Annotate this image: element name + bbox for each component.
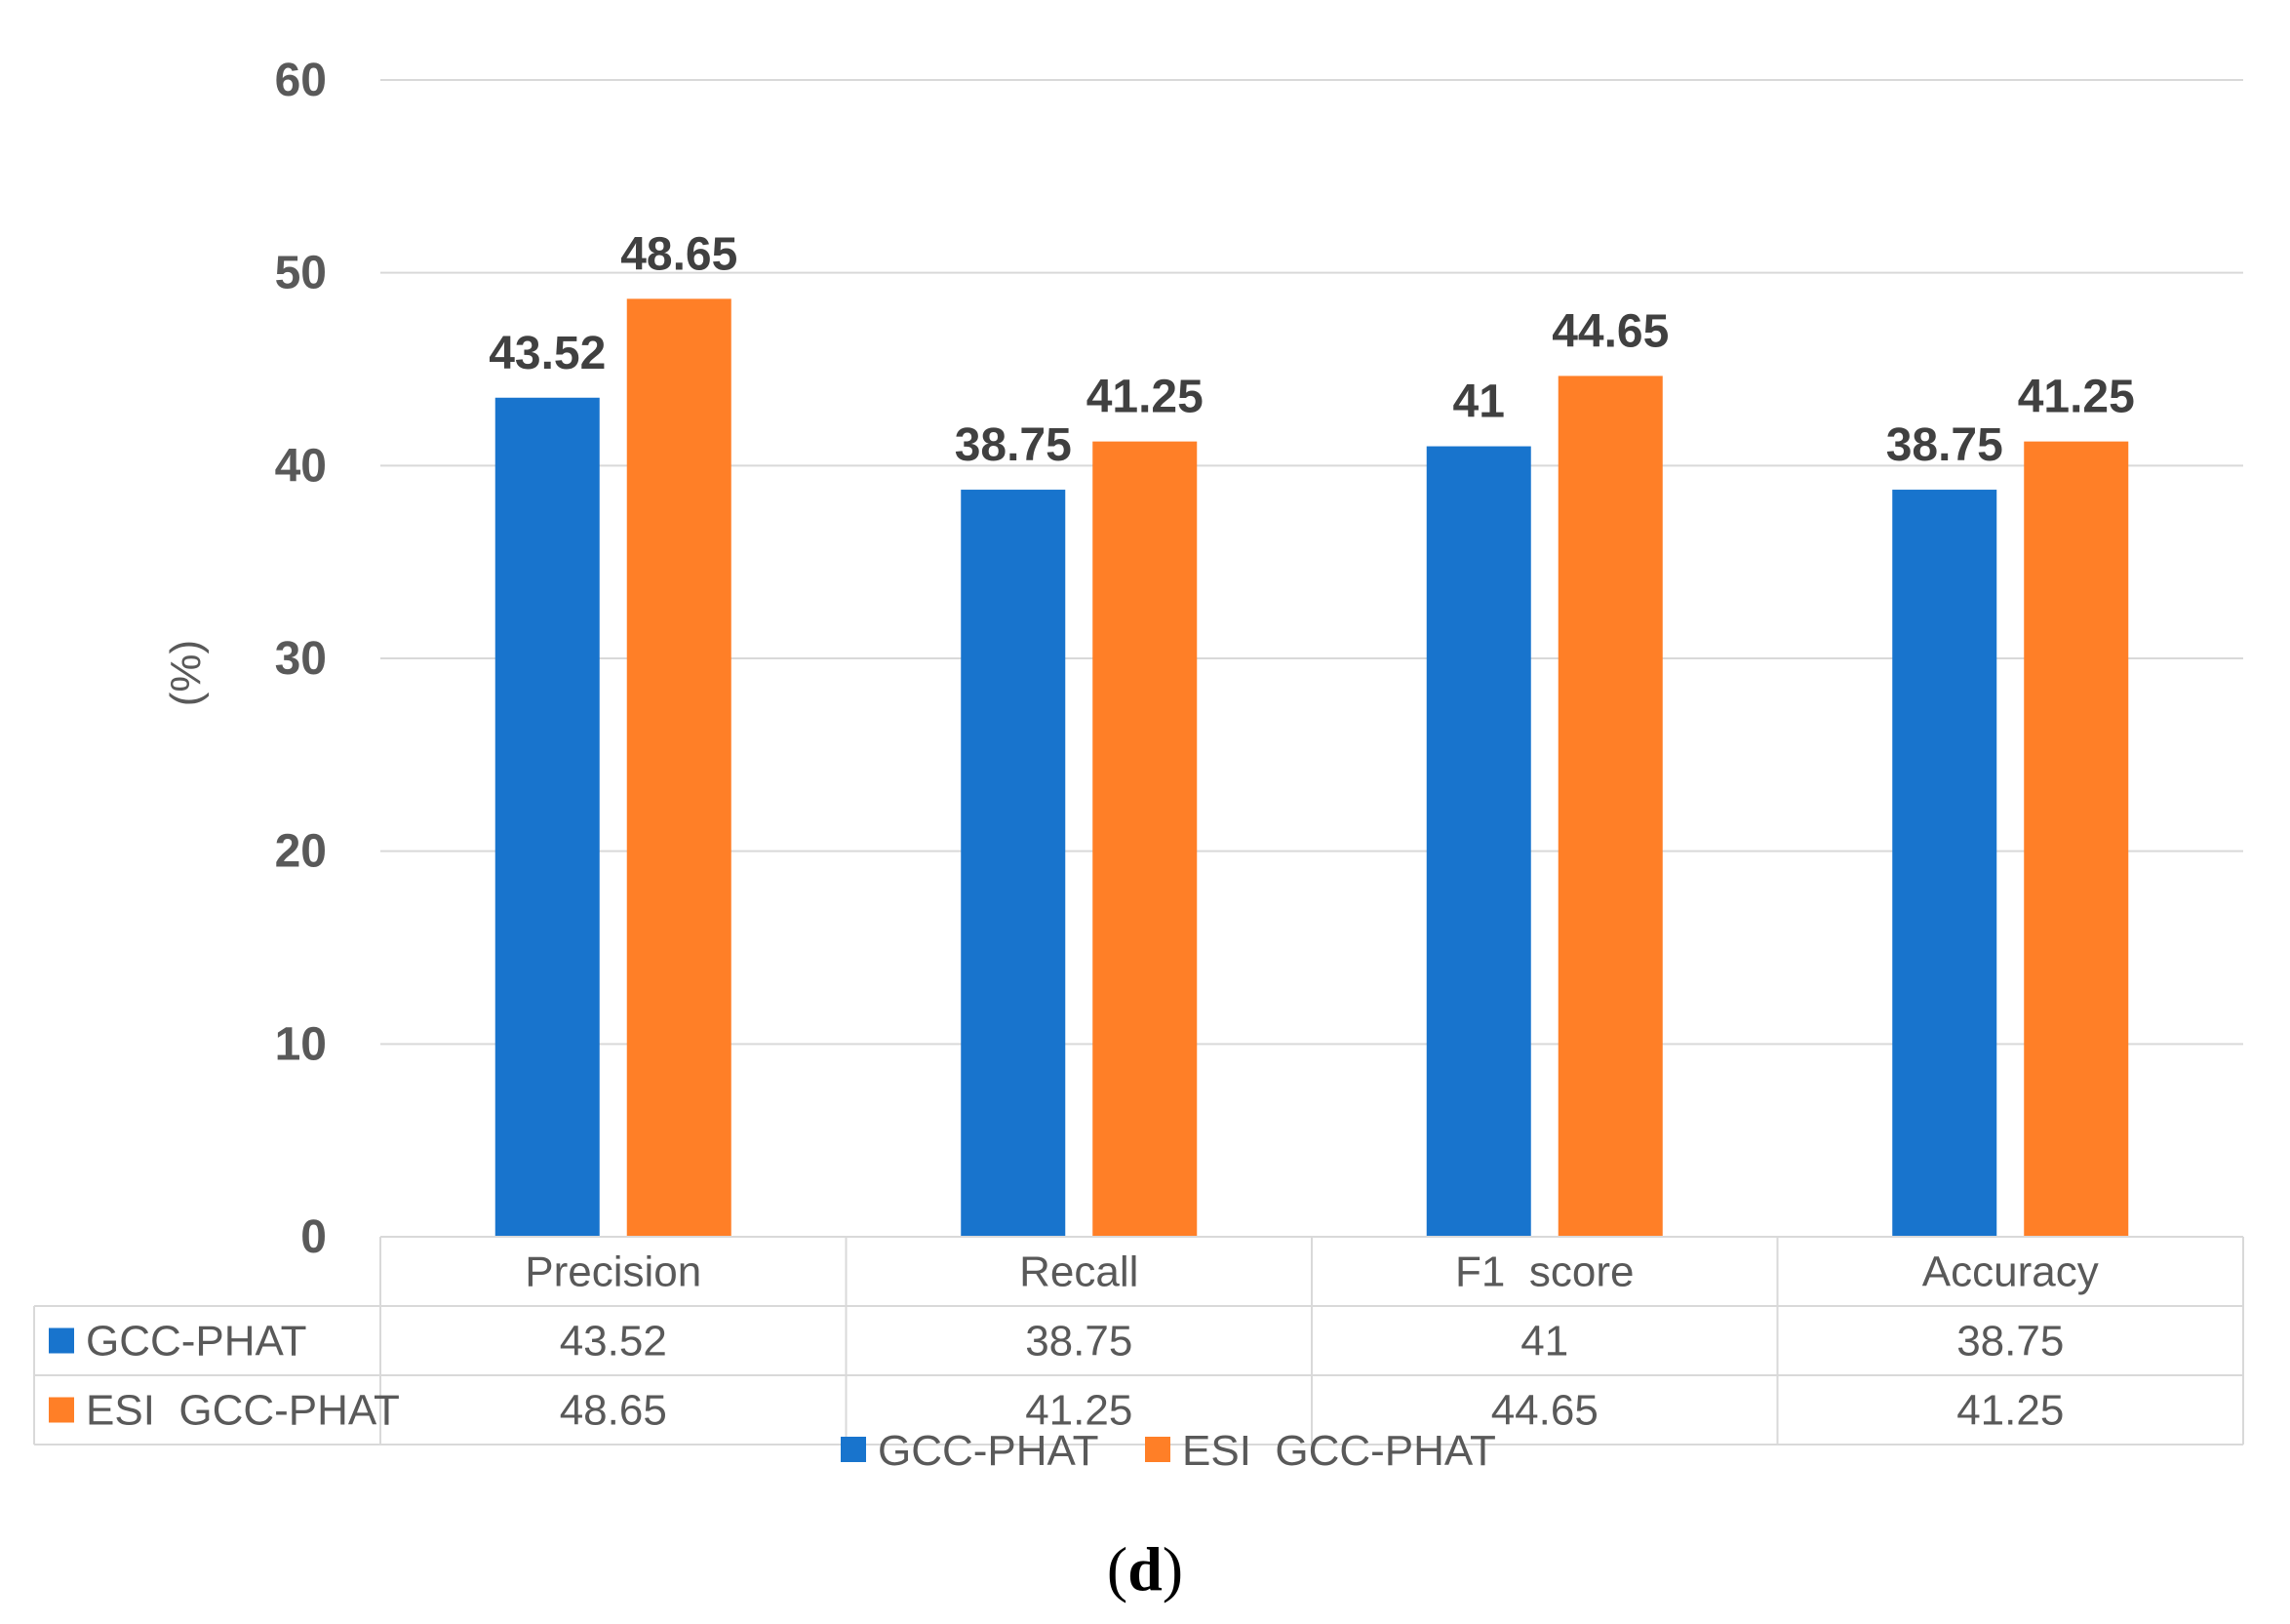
data-label: 48.65 (620, 228, 737, 280)
y-tick-label: 60 (275, 55, 327, 106)
table-header-cell: Precision (525, 1248, 701, 1296)
data-label: 43.52 (489, 328, 606, 379)
legend-key-esi-gcc-phat (1145, 1437, 1170, 1462)
bar-esi-gcc-phat-2 (1092, 441, 1198, 1237)
bar-esi-gcc-phat-1 (626, 298, 731, 1237)
legend: GCC-PHAT ESI GCC-PHAT (841, 1427, 1496, 1475)
table-cell: 41.25 (1025, 1387, 1132, 1435)
table-header-cell: F1 score (1455, 1248, 1634, 1296)
table-legend-key (49, 1397, 74, 1423)
caption-close: ) (1163, 1534, 1183, 1604)
legend-label: GCC-PHAT (878, 1427, 1099, 1475)
table-header-cell: Accuracy (1922, 1248, 2099, 1296)
y-axis-ticks: 0 10 20 30 40 50 60 (275, 55, 327, 1263)
table-cell: 38.75 (1025, 1318, 1132, 1366)
table-cell: 44.65 (1491, 1387, 1599, 1435)
legend-label: ESI GCC-PHAT (1182, 1427, 1496, 1475)
data-label: 41.25 (1086, 372, 1204, 423)
data-label: 41 (1453, 376, 1505, 428)
data-label: 41.25 (2018, 372, 2135, 423)
y-tick-label: 40 (275, 440, 327, 492)
data-table: Precision Recall F1 score Accuracy GCC-PHAT 4… (33, 1236, 2244, 1446)
y-tick-label: 50 (275, 248, 327, 299)
bar-gcc-phat-2 (961, 490, 1066, 1238)
y-tick-label: 30 (275, 633, 327, 685)
bar-gcc-phat-4 (1892, 490, 1997, 1238)
table-legend-key (49, 1327, 74, 1354)
y-tick-label: 20 (275, 826, 327, 878)
bar-esi-gcc-phat-3 (1558, 376, 1663, 1237)
legend-key-gcc-phat (841, 1437, 866, 1462)
table-row-header: GCC-PHAT (86, 1318, 307, 1366)
y-axis-label: (%) (162, 640, 210, 706)
caption-letter: d (1127, 1534, 1163, 1604)
caption-open: ( (1107, 1534, 1127, 1604)
data-labels: 43.52 48.65 38.75 41.25 41 44.65 38.75 41.25 (489, 228, 2135, 471)
table-cell: 43.52 (560, 1318, 667, 1366)
y-tick-label: 10 (275, 1018, 327, 1070)
y-tick-label: 0 (300, 1211, 327, 1263)
table-row-header: ESI GCC-PHAT (86, 1387, 400, 1435)
data-label: 38.75 (1886, 419, 2003, 471)
bar-gcc-phat-1 (494, 397, 600, 1238)
data-label: 44.65 (1552, 305, 1669, 357)
bar-gcc-phat-3 (1426, 446, 1531, 1238)
table-cell: 41 (1520, 1318, 1568, 1366)
figure-caption: (d) (1107, 1534, 1183, 1604)
bar-esi-gcc-phat-4 (2024, 441, 2129, 1237)
bars (494, 298, 2129, 1238)
data-label: 38.75 (955, 419, 1072, 471)
table-cell: 38.75 (1956, 1318, 2064, 1366)
table-cell: 48.65 (560, 1387, 667, 1435)
table-header-cell: Recall (1019, 1248, 1138, 1296)
table-cell: 41.25 (1956, 1387, 2064, 1435)
